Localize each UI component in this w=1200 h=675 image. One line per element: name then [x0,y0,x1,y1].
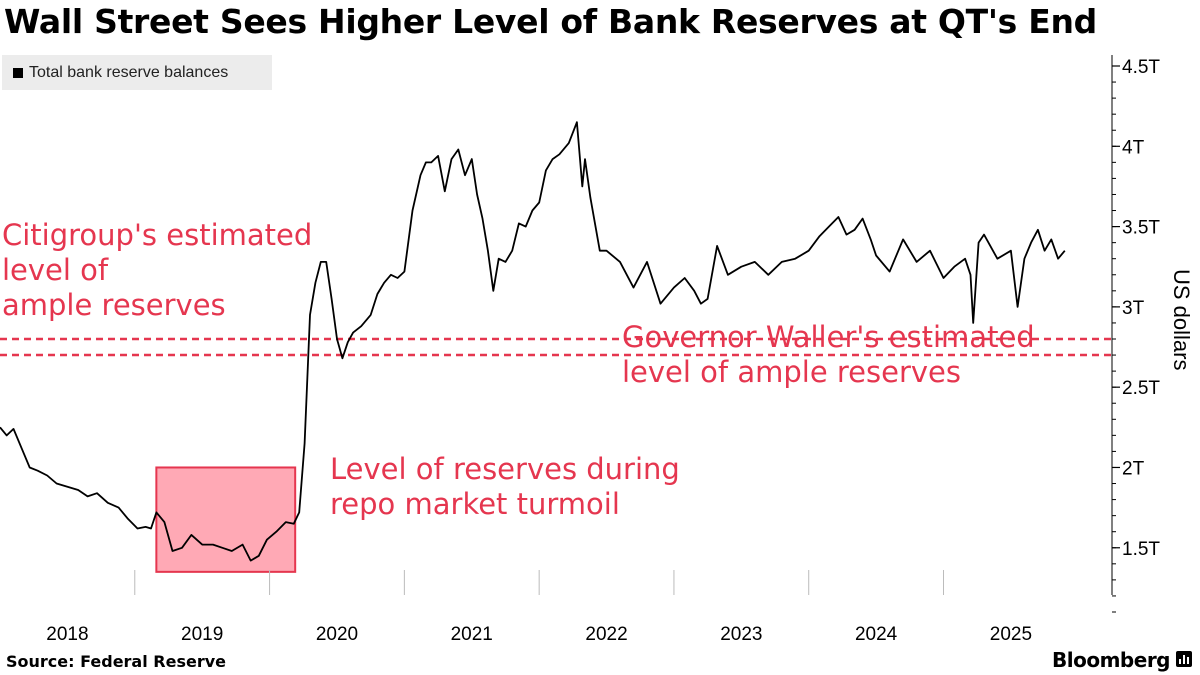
x-tick-label: 2024 [855,624,898,645]
y-tick-label: 1.5T [1122,539,1160,560]
y-tick-label: 3T [1122,298,1145,319]
citigroup-annotation: Citigroup's estimated level of ample res… [2,218,313,322]
repo-turmoil-highlight [155,466,297,573]
y-tick-label: 2T [1122,458,1145,479]
bloomberg-logo: Bloomberg [1052,648,1170,672]
y-tick-label: 2.5T [1122,378,1160,399]
source-note: Source: Federal Reserve [6,652,226,671]
x-tick-label: 2022 [585,624,627,645]
legend-swatch [13,67,23,78]
y-tick-label: 3.5T [1122,218,1160,239]
x-tick-label: 2021 [451,624,493,645]
x-tick-label: 2019 [181,624,223,645]
x-tick-label: 2020 [316,624,358,645]
y-tick-label: 4T [1122,137,1145,158]
legend: Total bank reserve balances [2,55,272,90]
y-axis-label: US dollars [1169,269,1194,371]
x-tick-label: 2025 [990,624,1032,645]
chart-title: Wall Street Sees Higher Level of Bank Re… [4,2,1097,41]
x-tick-label: 2023 [720,624,762,645]
waller-annotation: Governor Waller's estimated level of amp… [622,320,1035,389]
y-tick-label: 4.5T [1122,57,1160,78]
repo-annotation: Level of reserves during repo market tur… [330,452,680,521]
legend-label: Total bank reserve balances [29,63,229,81]
bloomberg-chart-icon [1176,651,1192,667]
x-tick-label: 2018 [46,624,88,645]
series-line-total-reserves [0,121,1066,562]
